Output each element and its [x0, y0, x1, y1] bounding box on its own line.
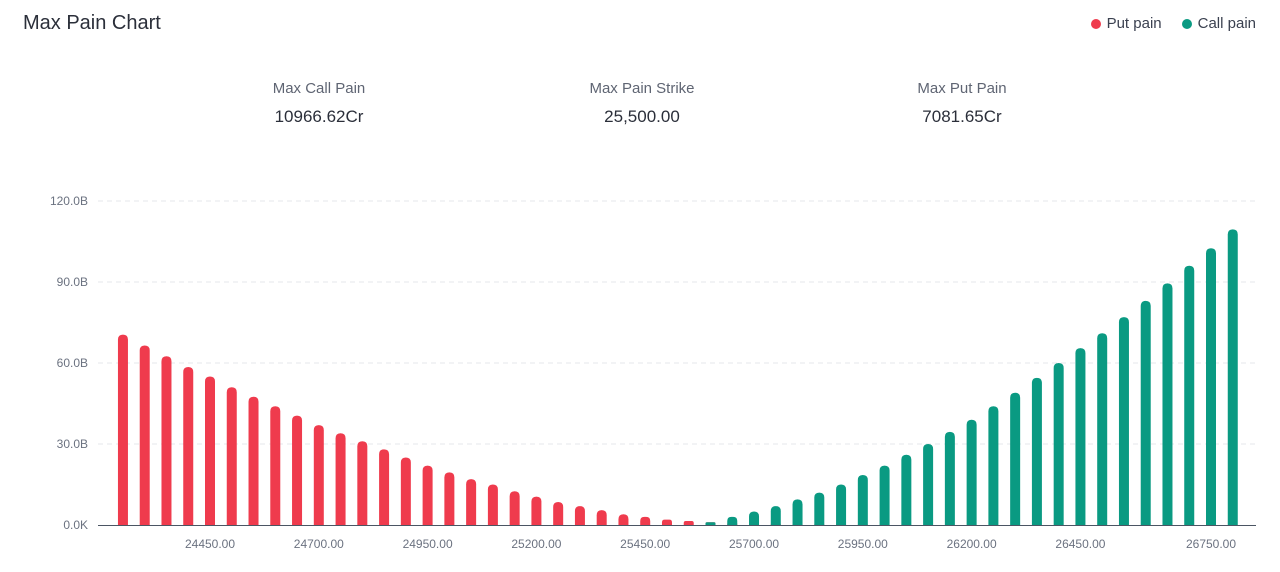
- put-pain-bar: [379, 449, 390, 525]
- max-pain-strike-value: 25,500.00: [604, 107, 680, 126]
- call-pain-bar: [1227, 229, 1238, 525]
- call-pain-bar: [1097, 333, 1108, 525]
- put-pain-bar: [183, 367, 194, 525]
- x-tick-label: 24700.00: [294, 537, 344, 551]
- put-pain-bar: [205, 376, 215, 525]
- call-pain-bar: [836, 484, 847, 525]
- stat-max-pain-strike: Max Pain Strike 25,500.00: [532, 80, 752, 127]
- put-pain-bar: [400, 457, 411, 525]
- put-pain-dot-icon: [1090, 18, 1101, 29]
- call-pain-bar: [1184, 265, 1195, 525]
- max-put-pain-value: 7081.65Cr: [922, 107, 1002, 126]
- call-pain-bar: [1053, 363, 1064, 525]
- call-pain-bar: [749, 511, 760, 525]
- put-pain-bar: [248, 396, 259, 525]
- stat-max-call-pain: Max Call Pain 10966.62Cr: [209, 80, 429, 127]
- call-pain-bar: [705, 522, 716, 525]
- chart-legend: Put pain Call pain: [1090, 15, 1256, 32]
- put-pain-bar: [509, 491, 520, 525]
- put-pain-bar: [444, 472, 455, 525]
- y-tick-label: 0.0K: [63, 518, 88, 532]
- x-tick-label: 26750.00: [1186, 537, 1236, 551]
- put-pain-bar: [640, 516, 651, 525]
- put-pain-bar: [226, 387, 237, 525]
- call-pain-bar: [901, 454, 912, 525]
- legend-call-pain-label: Call pain: [1197, 15, 1256, 32]
- put-pain-bar: [553, 502, 564, 525]
- call-pain-bar: [792, 499, 803, 525]
- call-pain-bar: [944, 431, 955, 525]
- x-tick-label: 25450.00: [620, 537, 670, 551]
- call-pain-bar: [1206, 248, 1216, 525]
- y-tick-label: 60.0B: [57, 356, 88, 370]
- put-pain-bar: [357, 441, 368, 525]
- y-tick-label: 120.0B: [50, 194, 88, 208]
- x-tick-label: 24450.00: [185, 537, 235, 551]
- call-pain-bar: [966, 419, 977, 525]
- call-pain-bar: [1031, 377, 1042, 525]
- max-pain-strike-label: Max Pain Strike: [589, 80, 695, 97]
- put-pain-bar: [487, 484, 498, 525]
- put-pain-bar: [596, 510, 607, 525]
- put-pain-bar: [335, 433, 346, 525]
- x-tick-label: 25700.00: [729, 537, 779, 551]
- put-pain-bar: [117, 334, 128, 525]
- call-pain-bar: [857, 475, 868, 525]
- x-tick-label: 26450.00: [1055, 537, 1105, 551]
- put-pain-bar: [313, 425, 324, 525]
- put-pain-bar: [139, 345, 150, 525]
- put-pain-bar: [683, 520, 694, 525]
- call-pain-bar: [1140, 300, 1151, 525]
- put-pain-bar: [292, 415, 303, 525]
- x-tick-label: 25200.00: [511, 537, 561, 551]
- max-call-pain-value: 10966.62Cr: [274, 107, 364, 126]
- put-pain-bar: [466, 479, 477, 525]
- call-pain-bar: [814, 492, 825, 525]
- put-pain-bar: [661, 519, 672, 525]
- call-pain-bar: [923, 444, 934, 525]
- y-tick-label: 90.0B: [57, 275, 88, 289]
- put-pain-bar: [574, 506, 585, 525]
- legend-put-pain-label: Put pain: [1106, 15, 1162, 32]
- call-pain-bar: [1118, 317, 1129, 525]
- stats-row: Max Call Pain 10966.62Cr Max Pain Strike…: [0, 80, 1280, 140]
- put-pain-bar: [422, 465, 433, 525]
- max-call-pain-label: Max Call Pain: [272, 80, 366, 97]
- stat-max-put-pain: Max Put Pain 7081.65Cr: [852, 80, 1072, 127]
- x-tick-label: 25950.00: [838, 537, 888, 551]
- put-pain-bar: [531, 496, 542, 525]
- legend-call-pain[interactable]: Call pain: [1181, 15, 1256, 32]
- call-pain-bar: [1010, 392, 1021, 525]
- call-pain-dot-icon: [1181, 18, 1192, 29]
- call-pain-bar: [1075, 348, 1086, 525]
- x-tick-label: 24950.00: [403, 537, 453, 551]
- legend-put-pain[interactable]: Put pain: [1090, 15, 1162, 32]
- max-put-pain-label: Max Put Pain: [917, 80, 1007, 97]
- put-pain-bar: [618, 514, 629, 525]
- put-pain-bar: [270, 406, 281, 525]
- x-tick-label: 26200.00: [947, 537, 997, 551]
- call-pain-bar: [988, 406, 999, 525]
- y-tick-label: 30.0B: [57, 437, 88, 451]
- call-pain-bar: [727, 516, 738, 525]
- call-pain-bar: [770, 506, 781, 525]
- chart-title: Max Pain Chart: [23, 12, 161, 34]
- call-pain-bar: [1162, 283, 1173, 525]
- call-pain-bar: [879, 465, 890, 525]
- put-pain-bar: [161, 356, 172, 525]
